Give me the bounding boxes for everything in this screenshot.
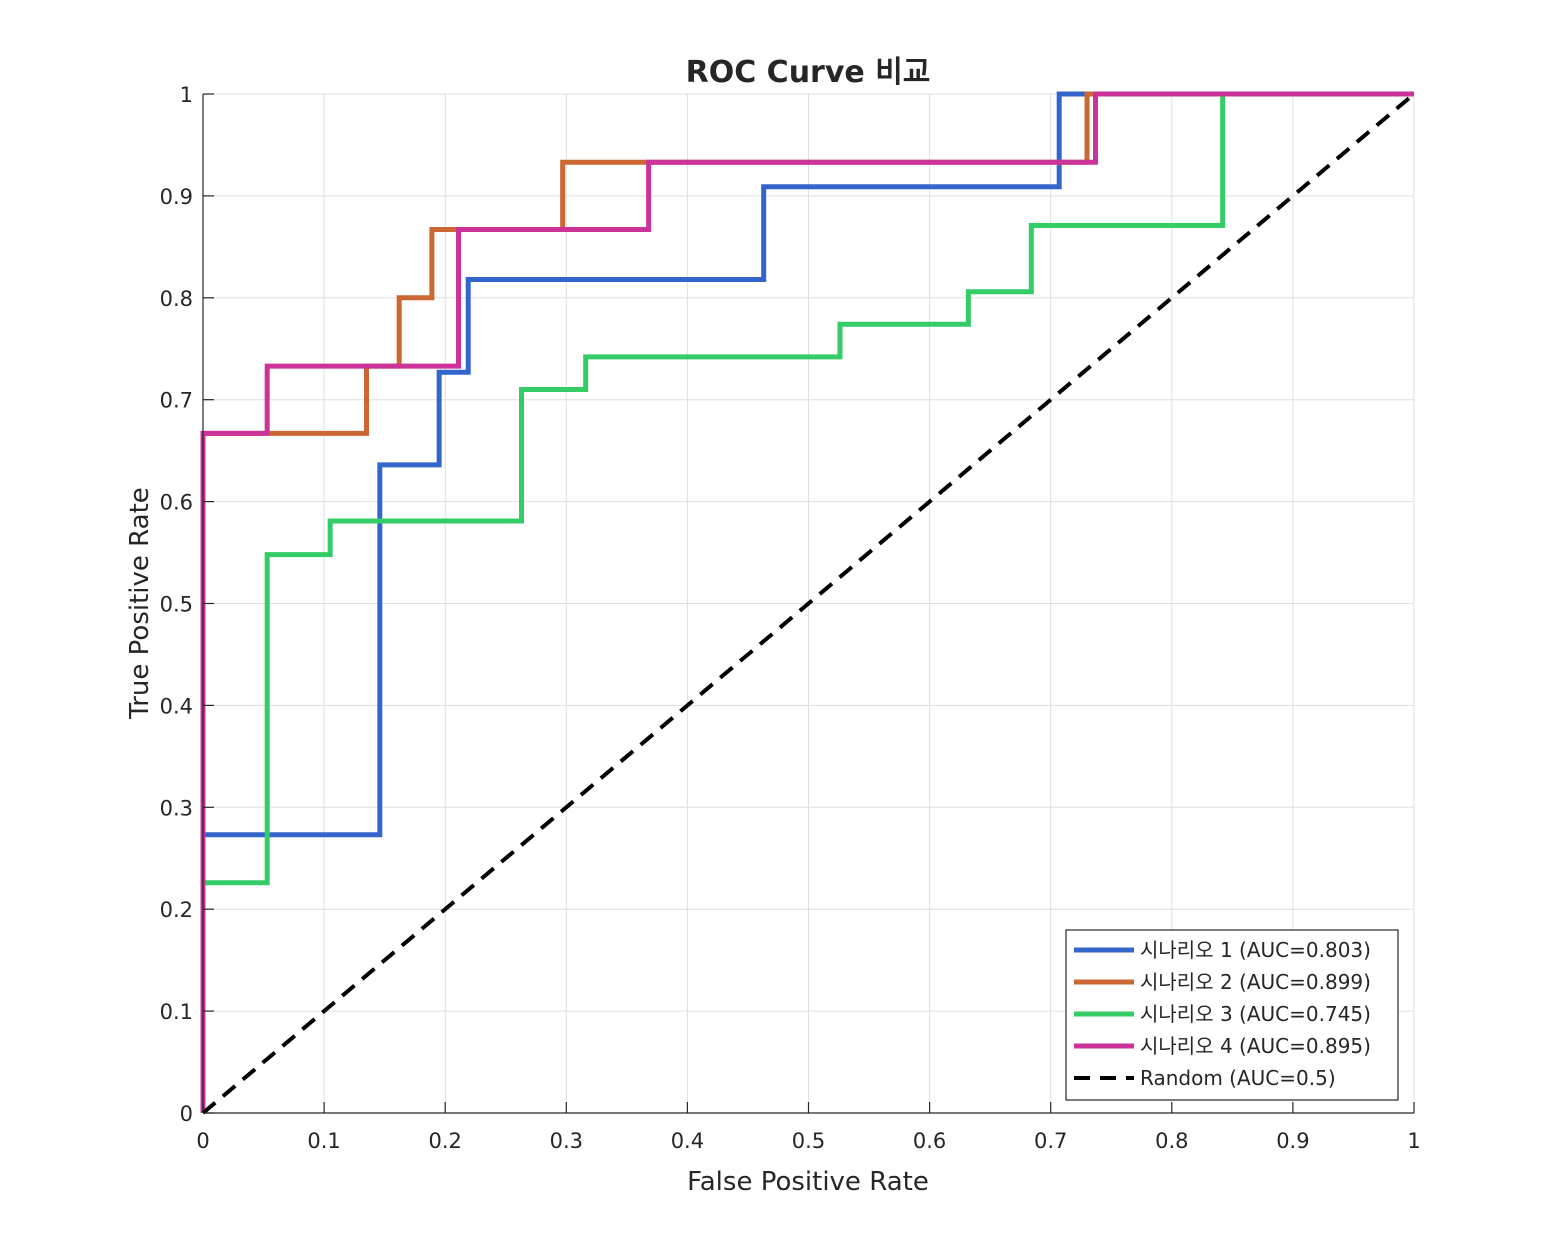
y-tick-label: 0.5 xyxy=(160,593,193,617)
y-tick-label: 0.8 xyxy=(160,287,193,311)
legend: 시나리오 1 (AUC=0.803) 시나리오 2 (AUC=0.899) 시나리오… xyxy=(1065,929,1399,1101)
y-tick-label: 0.9 xyxy=(160,185,193,209)
x-axis-label: False Positive Rate xyxy=(687,1167,929,1197)
y-tick-label: 0.2 xyxy=(160,898,193,922)
x-tick-label: 0.4 xyxy=(671,1129,704,1153)
x-tick-label: 0.7 xyxy=(1034,1129,1067,1153)
y-tick-label: 0.7 xyxy=(160,389,193,413)
series-line-4 xyxy=(200,91,1414,1113)
legend-label: Random (AUC=0.5) xyxy=(1140,1066,1336,1090)
chart-title: ROC Curve 비교 xyxy=(686,55,931,90)
y-tick-label: 0.1 xyxy=(160,1000,193,1024)
x-tick-label: 0 xyxy=(196,1129,209,1153)
legend-label: 시나리오 3 (AUC=0.745) xyxy=(1140,1002,1371,1026)
series-line-3 xyxy=(200,91,1414,1113)
y-tick-label: 0 xyxy=(180,1102,193,1126)
x-tick-label: 1 xyxy=(1407,1129,1420,1153)
y-axis-label: True Positive Rate xyxy=(125,487,155,720)
y-tick-label: 0.3 xyxy=(160,796,193,820)
legend-label: 시나리오 1 (AUC=0.803) xyxy=(1140,938,1371,962)
series-line-1 xyxy=(200,91,1414,1113)
x-tick-label: 0.6 xyxy=(913,1129,946,1153)
x-tick-label: 0.5 xyxy=(792,1129,825,1153)
legend-label: 시나리오 2 (AUC=0.899) xyxy=(1140,970,1371,994)
y-tick-label: 0.6 xyxy=(160,491,193,515)
x-tick-label: 0.1 xyxy=(307,1129,340,1153)
y-tick-label: 0.4 xyxy=(160,694,193,718)
x-tick-label: 0.9 xyxy=(1276,1129,1309,1153)
x-tick-label: 0.2 xyxy=(428,1129,461,1153)
legend-label: 시나리오 4 (AUC=0.895) xyxy=(1140,1034,1371,1058)
x-tick-label: 0.8 xyxy=(1155,1129,1188,1153)
y-tick-label: 1 xyxy=(180,83,193,107)
random-baseline-line xyxy=(201,92,1416,1115)
plot-area: 0 0.1 0.2 0.3 0.4 0.5 0.6 0.7 0.8 0.9 1 0 0.1 0.2 0.3 0… xyxy=(160,83,1421,1153)
x-tick-label: 0.3 xyxy=(550,1129,583,1153)
